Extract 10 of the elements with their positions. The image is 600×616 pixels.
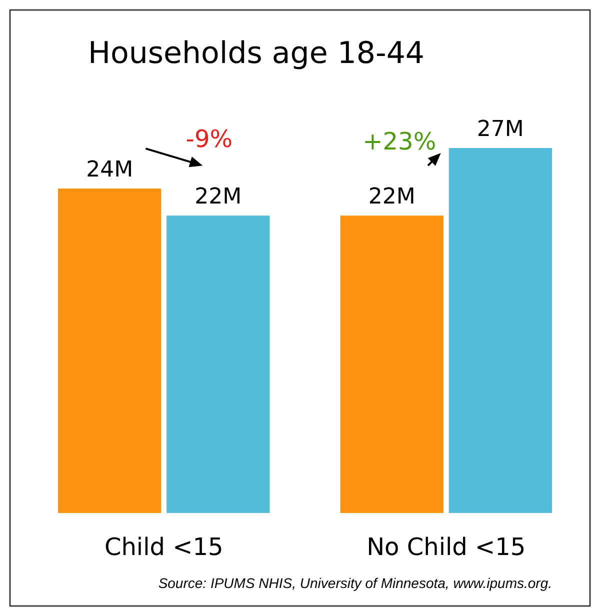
annotation: +23% xyxy=(362,127,436,156)
source-note: Source: IPUMS NHIS, University of Minnesota, www.ipums.org. xyxy=(158,575,552,591)
annotation: -9% xyxy=(186,125,233,154)
data-label: 22M xyxy=(194,184,242,210)
data-label: 27M xyxy=(476,117,524,142)
data-label: 24M xyxy=(86,158,134,183)
chart-title: Households age 18-44 xyxy=(88,36,425,71)
x-tick-label: No Child <15 xyxy=(366,533,526,561)
x-tick-label: Child <15 xyxy=(104,533,224,561)
data-label: 22M xyxy=(368,184,416,210)
